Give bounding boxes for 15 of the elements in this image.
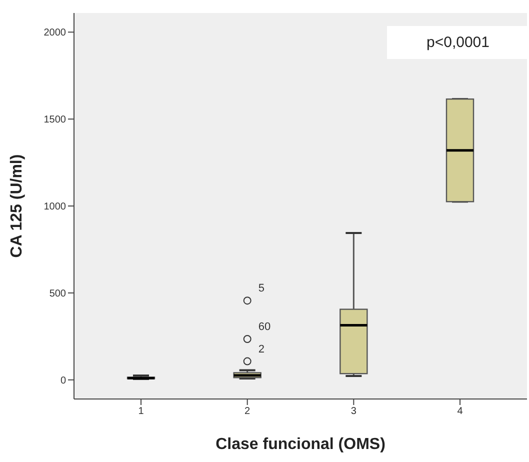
x-tick-label: 4 [457, 406, 464, 418]
y-tick-label: 500 [49, 288, 66, 300]
annotation: 60 [258, 321, 271, 334]
y-tick-label: 1500 [44, 114, 66, 126]
annotation: p<0,0001 [426, 34, 490, 51]
x-axis-title: Clase funcional (OMS) [216, 436, 386, 453]
annotation: 5 [258, 282, 264, 295]
x-tick-label: 2 [244, 406, 251, 418]
y-tick-label: 2000 [44, 28, 66, 39]
y-axis-title: CA 125 (U/ml) [8, 154, 26, 258]
x-tick-label: 3 [350, 406, 357, 418]
y-tick-label: 0 [60, 375, 66, 386]
annotation: 2 [258, 343, 264, 356]
x-tick-label: 1 [138, 406, 144, 418]
y-tick-label: 1000 [44, 202, 66, 213]
